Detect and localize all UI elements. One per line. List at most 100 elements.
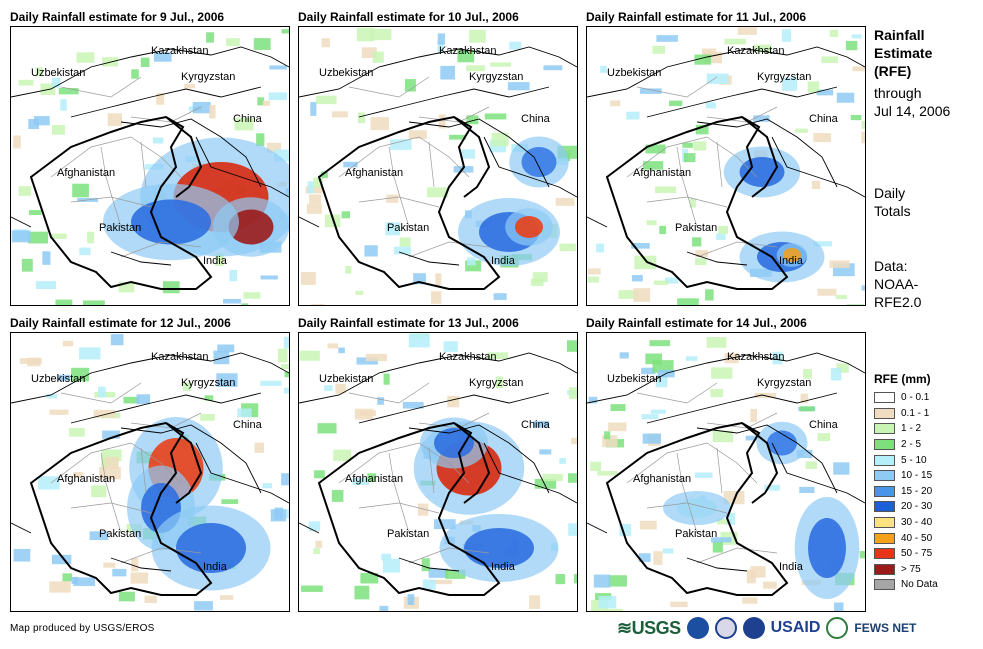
rain-core xyxy=(464,528,534,568)
rain-patch xyxy=(399,237,411,247)
rain-patch xyxy=(281,29,289,34)
rain-patch xyxy=(655,186,676,193)
rain-patch xyxy=(136,394,151,405)
nws-seal-icon xyxy=(714,617,737,639)
rain-patch xyxy=(283,336,289,349)
rain-core xyxy=(783,248,801,262)
map-svg xyxy=(587,27,865,305)
rain-patch xyxy=(487,352,508,359)
rain-patch xyxy=(655,374,668,388)
rain-core xyxy=(228,209,274,245)
legend-label: 0 - 0.1 xyxy=(901,392,930,404)
rain-patch xyxy=(315,95,337,105)
map-panel: Daily Rainfall estimate for 13 Jul., 200… xyxy=(298,316,578,612)
rain-patch xyxy=(35,67,43,77)
rain-patch xyxy=(724,38,746,45)
rain-patch xyxy=(42,251,51,265)
rain-patch xyxy=(600,65,607,73)
rain-core xyxy=(131,199,211,245)
rain-patch xyxy=(213,350,230,365)
rain-patch xyxy=(226,38,240,47)
legend-swatch xyxy=(874,454,895,466)
rain-patch xyxy=(13,135,21,149)
rain-patch xyxy=(850,114,862,121)
rain-patch xyxy=(313,177,323,188)
rain-patch xyxy=(184,83,195,89)
sidebar-title-line: Estimate xyxy=(874,45,933,61)
rain-patch xyxy=(345,265,352,274)
legend-swatch xyxy=(874,517,895,529)
rain-patch xyxy=(98,386,106,398)
country-label-pakistan: Pakistan xyxy=(99,222,142,234)
legend-swatch xyxy=(874,439,895,451)
rain-patch xyxy=(706,336,727,348)
rain-patch xyxy=(38,476,60,490)
rain-patch xyxy=(254,442,265,453)
rain-patch xyxy=(716,233,726,240)
legend-item: 30 - 40 xyxy=(874,515,938,531)
rain-patch xyxy=(390,139,412,150)
rain-patch xyxy=(437,33,446,45)
rain-patch xyxy=(50,233,67,239)
legend-label: 2 - 5 xyxy=(901,439,922,451)
rain-patch xyxy=(301,585,323,592)
rain-patch xyxy=(646,220,657,226)
rain-patch xyxy=(11,230,31,243)
legend-item: > 75 xyxy=(874,562,938,578)
legend-label: 20 - 30 xyxy=(901,501,933,513)
rain-patch xyxy=(717,519,731,525)
country-label-afghanistan: Afghanistan xyxy=(345,473,404,485)
rain-patch xyxy=(683,153,696,163)
rain-patch xyxy=(281,473,289,486)
legend-item: 2 - 5 xyxy=(874,437,938,453)
rain-patch xyxy=(237,408,252,418)
rain-patch xyxy=(689,198,697,208)
rain-patch xyxy=(383,373,390,385)
country-borders xyxy=(587,46,865,266)
legend-item: No Data xyxy=(874,577,938,593)
rain-patch xyxy=(484,113,507,120)
rain-patch xyxy=(104,456,119,470)
rain-patch xyxy=(28,210,42,216)
rain-patch xyxy=(807,81,820,93)
usgs-logo: ≋USGS xyxy=(617,617,681,638)
rainfall-map: Kazakhstan Uzbekistan Kyrgyzstan China Afgha… xyxy=(586,26,866,306)
country-borders xyxy=(299,352,577,572)
sidebar-title: Rainfall Estimate (RFE) xyxy=(874,26,932,80)
legend-item: 1 - 2 xyxy=(874,421,938,437)
legend-label: 0.1 - 1 xyxy=(901,407,930,419)
map-panel: Daily Rainfall estimate for 12 Jul., 200… xyxy=(10,316,290,612)
rain-patch xyxy=(307,181,314,194)
legend-swatch xyxy=(874,501,895,513)
country-label-pakistan: Pakistan xyxy=(675,528,718,540)
rain-patch xyxy=(852,66,865,72)
rain-patch xyxy=(18,186,32,196)
rain-patch xyxy=(435,273,442,286)
rain-patch xyxy=(422,579,436,590)
legend-item: 50 - 75 xyxy=(874,546,938,562)
legend-item: 0 - 0.1 xyxy=(874,390,938,406)
rain-patch xyxy=(257,97,265,106)
rain-patch xyxy=(750,566,766,578)
country-borders xyxy=(11,46,289,266)
rain-patch xyxy=(653,551,663,565)
rain-patch xyxy=(370,117,389,131)
rain-patch xyxy=(262,100,271,106)
rain-patch xyxy=(107,113,122,127)
country-label-afghanistan: Afghanistan xyxy=(57,167,116,179)
rain-patch xyxy=(192,101,211,114)
rain-patch xyxy=(299,350,320,361)
rain-patch xyxy=(386,194,399,203)
rain-patch xyxy=(571,437,577,445)
rain-patch xyxy=(60,99,67,111)
rain-patch xyxy=(753,115,770,122)
legend-rows: 0 - 0.1 0.1 - 1 1 - 2 2 - 5 5 - 10 10 - 15 15 … xyxy=(874,390,938,593)
rain-patch xyxy=(619,352,629,359)
rain-patch xyxy=(408,333,430,348)
rain-patch xyxy=(427,187,449,198)
country-label-india: India xyxy=(491,255,515,267)
rain-patch xyxy=(555,197,575,206)
legend-label: 1 - 2 xyxy=(901,423,922,435)
rain-patch xyxy=(217,344,235,353)
rain-patch xyxy=(608,575,627,587)
